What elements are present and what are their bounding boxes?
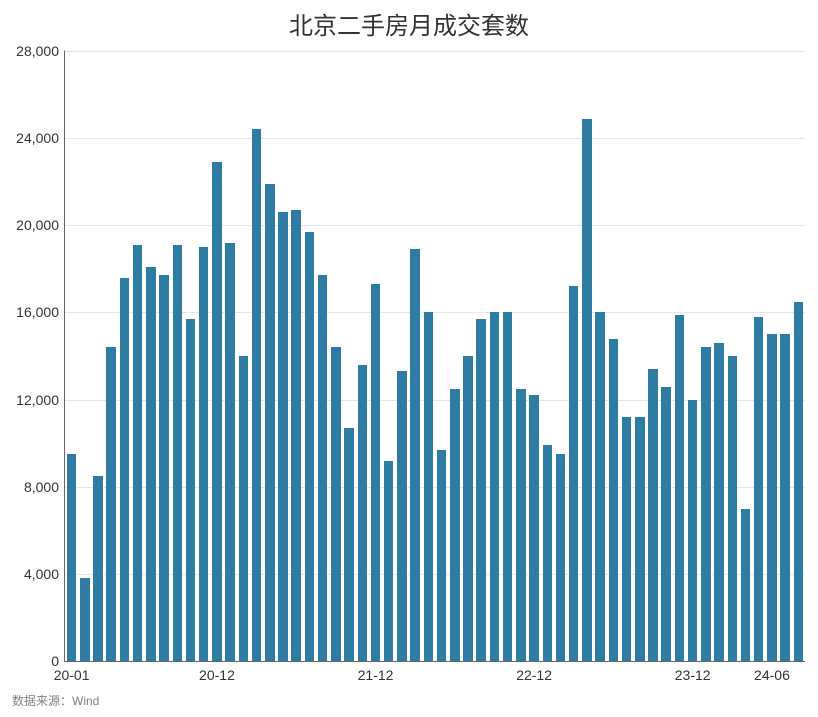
bar [344, 428, 354, 661]
bar [728, 356, 738, 661]
bar [780, 334, 790, 661]
bar [794, 302, 804, 661]
bar [595, 312, 605, 661]
bar [80, 578, 90, 661]
x-tick-label: 23-12 [675, 667, 711, 683]
x-tick-label: 24-06 [754, 667, 790, 683]
bar [199, 247, 209, 661]
bar [424, 312, 434, 661]
chart-container: 北京二手房月成交套数 04,0008,00012,00016,00020,000… [0, 0, 818, 717]
bar [503, 312, 513, 661]
bar [556, 454, 566, 661]
bar [318, 275, 328, 661]
y-tick-label: 24,000 [16, 130, 59, 146]
bar [609, 339, 619, 661]
bar [701, 347, 711, 661]
bar [543, 445, 553, 661]
bar [106, 347, 116, 661]
data-source-label: 数据来源：Wind [12, 692, 99, 709]
bar [516, 389, 526, 661]
bar [476, 319, 486, 661]
bar [688, 400, 698, 661]
bar [265, 184, 275, 661]
bar [635, 417, 645, 661]
bar [225, 243, 235, 661]
x-tick-label: 22-12 [516, 667, 552, 683]
bar [358, 365, 368, 661]
bar [582, 119, 592, 661]
plot-area: 04,0008,00012,00016,00020,00024,00028,00… [64, 50, 805, 662]
bar [305, 232, 315, 661]
bar [754, 317, 764, 661]
y-tick-label: 8,000 [24, 479, 59, 495]
bar [120, 278, 130, 661]
bar [648, 369, 658, 661]
bar [714, 343, 724, 661]
x-tick-label: 21-12 [358, 667, 394, 683]
bar [490, 312, 500, 661]
grid-line [65, 225, 805, 226]
bar [397, 371, 407, 661]
bar [371, 284, 381, 661]
bar [252, 129, 262, 661]
bar [291, 210, 301, 661]
bar [173, 245, 183, 661]
y-tick-label: 12,000 [16, 392, 59, 408]
x-tick-label: 20-01 [54, 667, 90, 683]
bar [384, 461, 394, 661]
bar [450, 389, 460, 661]
bar [767, 334, 777, 661]
y-tick-label: 4,000 [24, 566, 59, 582]
bar [529, 395, 539, 661]
y-tick-label: 16,000 [16, 304, 59, 320]
y-tick-label: 28,000 [16, 43, 59, 59]
bar [410, 249, 420, 661]
bar [437, 450, 447, 661]
bar [675, 315, 685, 661]
bar [133, 245, 143, 661]
grid-line [65, 51, 805, 52]
y-tick-label: 20,000 [16, 217, 59, 233]
grid-line [65, 138, 805, 139]
bar [67, 454, 77, 661]
bar [159, 275, 169, 661]
x-tick-label: 20-12 [199, 667, 235, 683]
bar [239, 356, 249, 661]
bar [278, 212, 288, 661]
bar [622, 417, 632, 661]
bar [212, 162, 222, 661]
bar [741, 509, 751, 662]
bar [569, 286, 579, 661]
bar [661, 387, 671, 662]
bar [186, 319, 196, 661]
bar [463, 356, 473, 661]
bar [146, 267, 156, 661]
bar [331, 347, 341, 661]
bar [93, 476, 103, 661]
chart-title: 北京二手房月成交套数 [0, 6, 818, 41]
